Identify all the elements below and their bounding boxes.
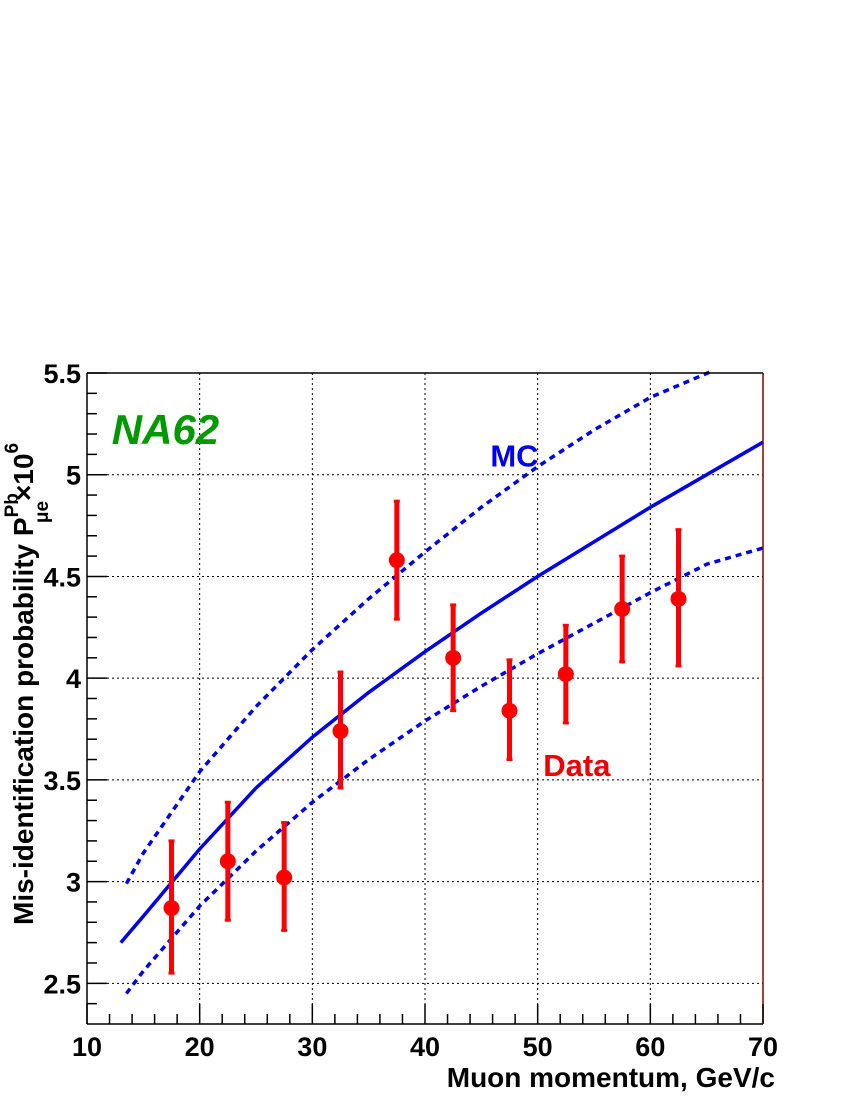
y-tick-label: 5.5 (43, 359, 81, 389)
tick-labels: 10 20 30 40 50 60 70 2.5 3 3.5 4 4.5 5 5.5 (43, 359, 778, 1062)
data-point (445, 649, 462, 666)
series-label-mc: MC (490, 439, 538, 474)
y-tick-label: 3.5 (43, 766, 81, 796)
y-tick-label: 4 (66, 664, 81, 694)
data-point (219, 853, 236, 870)
y-tick-label: 5 (66, 461, 81, 491)
data-point (276, 869, 293, 886)
mc-central-curve (119, 440, 764, 944)
data-point (388, 552, 405, 569)
x-tick-label: 20 (185, 1032, 215, 1062)
data-point (501, 702, 518, 719)
y-axis-title-subscript: μe (32, 501, 53, 523)
data-point (614, 600, 631, 617)
y-axis-title-exponent: 6 (2, 443, 23, 454)
y-axis-title-suffix: ×10 (8, 453, 39, 501)
x-tick-label: 30 (297, 1032, 327, 1062)
y-tick-label: 4.5 (43, 562, 81, 592)
data-point (557, 666, 574, 683)
data-points (163, 499, 687, 975)
data-point (670, 590, 687, 607)
x-tick-label: 70 (748, 1032, 778, 1062)
mc-band-curve (125, 546, 764, 995)
mc-curves (119, 369, 764, 995)
x-tick-label: 50 (523, 1032, 553, 1062)
y-tick-label: 3 (66, 868, 81, 898)
series-label-data: Data (543, 748, 611, 783)
axis-ticks (86, 372, 764, 1024)
svg-text:Mis-identification probability: Mis-identification probability PPb μe×106 (2, 443, 53, 925)
grid (87, 373, 763, 1024)
y-axis-title-main: Mis-identification probability P (8, 517, 39, 925)
experiment-label: NA62 (112, 406, 219, 453)
x-tick-label: 10 (72, 1032, 102, 1062)
x-axis-title: Muon momentum, GeV/c (447, 1062, 775, 1093)
data-point (332, 723, 349, 740)
x-tick-label: 40 (410, 1032, 440, 1062)
y-axis-title-superscript: Pb (2, 493, 23, 517)
x-tick-label: 60 (635, 1032, 665, 1062)
y-axis-title: Mis-identification probability PPb μe×106 (2, 443, 53, 925)
annotations: MC Data NA62 (112, 406, 611, 783)
y-tick-label: 2.5 (43, 969, 81, 999)
data-point (163, 900, 180, 917)
